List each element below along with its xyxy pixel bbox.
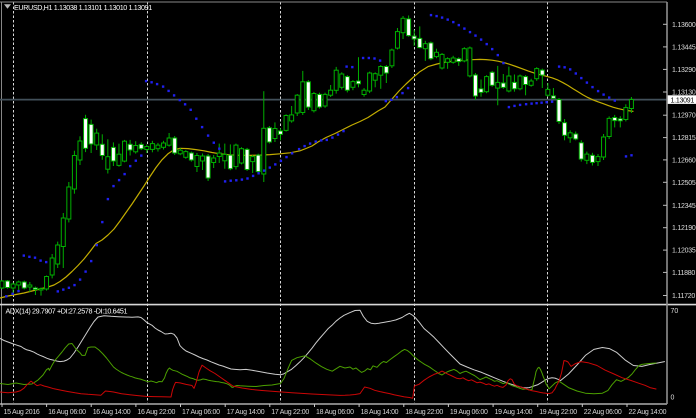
svg-text:18 Aug 14:00: 18 Aug 14:00 [361, 409, 399, 416]
svg-text:17 Aug 22:00: 17 Aug 22:00 [271, 409, 309, 416]
svg-text:1.12970: 1.12970 [672, 113, 696, 120]
svg-text:22 Aug 14:00: 22 Aug 14:00 [629, 409, 667, 416]
svg-text:EURUSD,H1 1.13038 1.13101 1.1: EURUSD,H1 1.13038 1.13101 1.13010 1.1309… [14, 3, 152, 12]
svg-text:19 Aug 22:00: 19 Aug 22:00 [539, 409, 577, 416]
svg-text:1.12660: 1.12660 [672, 157, 696, 164]
svg-text:1.11880: 1.11880 [672, 270, 695, 277]
svg-text:16 Aug 14:00: 16 Aug 14:00 [93, 409, 131, 416]
svg-text:1.11720: 1.11720 [672, 293, 695, 300]
svg-text:16 Aug 22:00: 16 Aug 22:00 [137, 409, 175, 416]
svg-text:18 Aug 22:00: 18 Aug 22:00 [405, 409, 443, 416]
svg-text:17 Aug 06:00: 17 Aug 06:00 [182, 409, 220, 416]
svg-text:17 Aug 14:00: 17 Aug 14:00 [227, 409, 265, 416]
svg-text:1.12815: 1.12815 [672, 135, 696, 142]
svg-text:70: 70 [671, 308, 679, 315]
svg-text:0: 0 [671, 395, 675, 402]
svg-text:1.13445: 1.13445 [672, 44, 696, 51]
svg-text:1.12505: 1.12505 [672, 180, 696, 187]
svg-text:ADX(14) 29.7907 +DI:27.2578 -D: ADX(14) 29.7907 +DI:27.2578 -DI:10.6451 [6, 307, 128, 316]
svg-text:22 Aug 06:00: 22 Aug 06:00 [584, 409, 622, 416]
svg-text:19 Aug 14:00: 19 Aug 14:00 [495, 409, 533, 416]
svg-text:16 Aug 06:00: 16 Aug 06:00 [48, 409, 86, 416]
svg-text:1.12190: 1.12190 [672, 225, 696, 232]
svg-text:15 Aug 2016: 15 Aug 2016 [4, 409, 40, 416]
svg-text:1.13091: 1.13091 [671, 97, 695, 104]
svg-text:19 Aug 06:00: 19 Aug 06:00 [450, 409, 488, 416]
svg-text:1.13290: 1.13290 [672, 67, 696, 74]
svg-text:1.12035: 1.12035 [672, 248, 696, 255]
svg-text:1.13130: 1.13130 [672, 90, 696, 97]
svg-text:1.12345: 1.12345 [672, 203, 696, 210]
svg-text:18 Aug 06:00: 18 Aug 06:00 [316, 409, 354, 416]
svg-text:1.13600: 1.13600 [672, 22, 696, 29]
